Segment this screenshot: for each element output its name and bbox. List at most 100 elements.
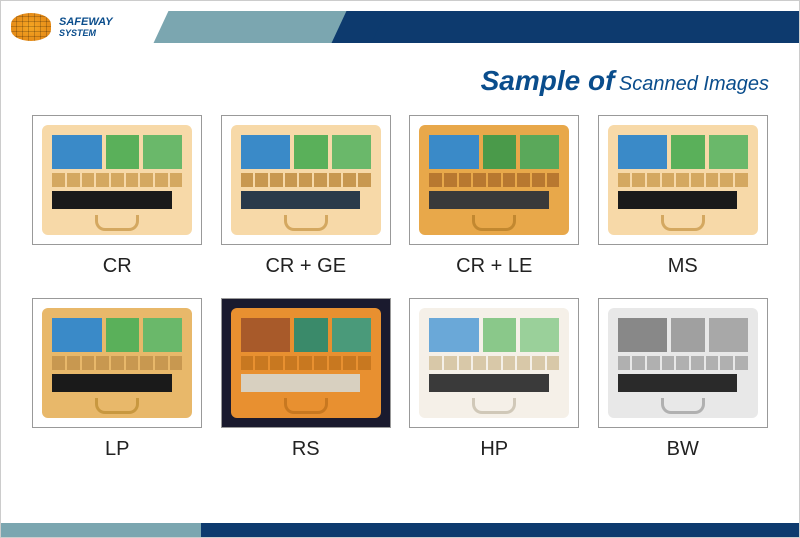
strip: [676, 173, 689, 187]
strip: [329, 356, 342, 370]
strip: [662, 356, 675, 370]
sample-cell: RS: [220, 298, 393, 461]
content-block: [106, 135, 140, 169]
strip: [170, 173, 183, 187]
sample-grid: CRCR + GECR + LEMSLPRSHPBW: [1, 105, 799, 461]
strip-row: [429, 356, 559, 370]
handle-icon: [284, 398, 328, 414]
strip: [517, 173, 530, 187]
strip: [126, 173, 139, 187]
content-block: [520, 135, 559, 169]
strip: [155, 173, 168, 187]
strip: [314, 356, 327, 370]
strip: [647, 173, 660, 187]
strip: [547, 173, 560, 187]
footer-navy: [201, 523, 800, 537]
sample-label: BW: [667, 438, 699, 461]
sample-cell: HP: [408, 298, 581, 461]
content-block: [241, 318, 290, 352]
strip: [255, 173, 268, 187]
dark-row: [618, 374, 738, 392]
strip: [358, 356, 371, 370]
dark-row: [429, 191, 549, 209]
sample-label: CR + LE: [456, 255, 532, 278]
sample-label: RS: [292, 438, 320, 461]
content-block: [294, 318, 328, 352]
dark-row: [52, 191, 172, 209]
screen-row: [429, 135, 559, 169]
brand-line2: SYSTEM: [59, 28, 113, 38]
handle-icon: [95, 215, 139, 231]
content-block: [332, 318, 371, 352]
content-block: [483, 135, 517, 169]
dark-row: [429, 374, 549, 392]
strip: [140, 173, 153, 187]
briefcase-icon: [608, 308, 758, 418]
strip: [444, 173, 457, 187]
sample-cell: BW: [597, 298, 770, 461]
strip: [720, 173, 733, 187]
strip: [140, 356, 153, 370]
content-block: [671, 318, 705, 352]
screen-row: [429, 318, 559, 352]
strip: [126, 356, 139, 370]
sample-label: CR: [103, 255, 132, 278]
strip: [444, 356, 457, 370]
strip: [473, 356, 486, 370]
screen-row: [618, 135, 748, 169]
sample-thumb: [598, 298, 768, 428]
strip: [299, 356, 312, 370]
dark-row: [241, 191, 361, 209]
sample-thumb: [32, 115, 202, 245]
content-block: [143, 135, 182, 169]
strip: [314, 173, 327, 187]
strip: [52, 356, 65, 370]
strip: [532, 356, 545, 370]
sample-thumb: [409, 298, 579, 428]
strip: [270, 173, 283, 187]
strip: [735, 356, 748, 370]
strip: [459, 173, 472, 187]
strip: [706, 356, 719, 370]
strip: [82, 173, 95, 187]
strip: [82, 356, 95, 370]
strip-row: [618, 356, 748, 370]
handle-icon: [472, 215, 516, 231]
sample-thumb: [598, 115, 768, 245]
strip: [67, 356, 80, 370]
strip: [329, 173, 342, 187]
screen-row: [52, 135, 182, 169]
briefcase-icon: [231, 308, 381, 418]
screen-row: [241, 135, 371, 169]
content-block: [143, 318, 182, 352]
strip-row: [52, 356, 182, 370]
strip: [299, 173, 312, 187]
content-block: [520, 318, 559, 352]
sample-thumb: [32, 298, 202, 428]
strip: [155, 356, 168, 370]
sample-label: HP: [480, 438, 508, 461]
sample-label: MS: [668, 255, 698, 278]
strip: [67, 173, 80, 187]
strip: [547, 356, 560, 370]
strip: [647, 356, 660, 370]
dark-row: [241, 374, 361, 392]
globe-icon: [11, 13, 51, 41]
strip: [517, 356, 530, 370]
briefcase-icon: [42, 308, 192, 418]
content-block: [618, 318, 667, 352]
handle-icon: [95, 398, 139, 414]
content-block: [709, 135, 748, 169]
strip: [270, 356, 283, 370]
header-accent-navy: [359, 11, 799, 43]
content-block: [294, 135, 328, 169]
strip: [706, 173, 719, 187]
strip: [255, 356, 268, 370]
strip: [488, 356, 501, 370]
strip: [343, 356, 356, 370]
strip: [343, 173, 356, 187]
sample-cell: MS: [597, 115, 770, 278]
strip: [676, 356, 689, 370]
screen-row: [241, 318, 371, 352]
briefcase-icon: [608, 125, 758, 235]
